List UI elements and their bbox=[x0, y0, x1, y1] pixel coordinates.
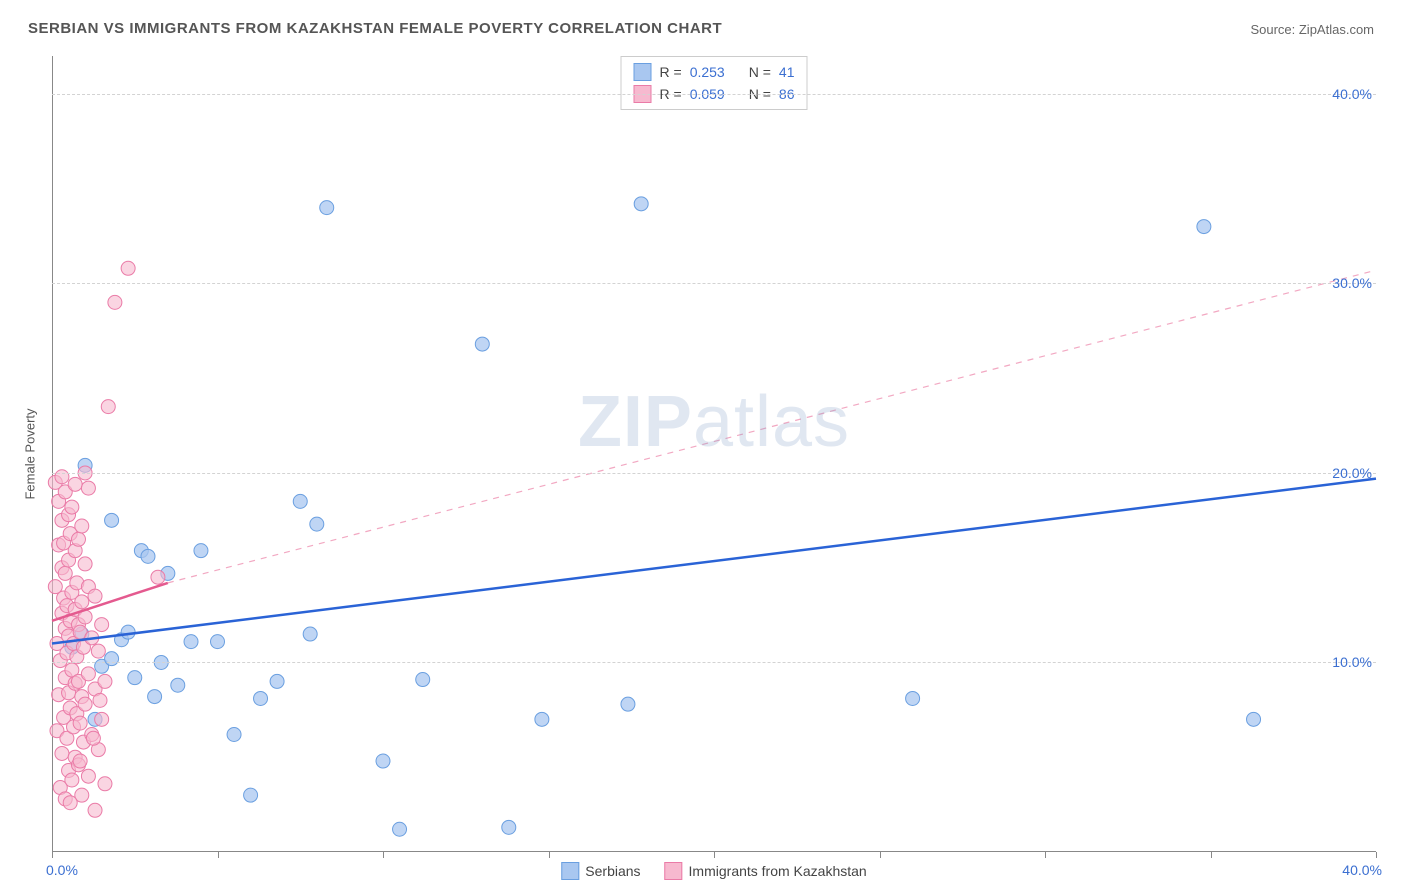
scatter-point bbox=[376, 754, 390, 768]
stat-n-value: 41 bbox=[779, 64, 795, 80]
scatter-point bbox=[535, 712, 549, 726]
x-tick-max: 40.0% bbox=[1342, 862, 1382, 878]
scatter-point bbox=[634, 197, 648, 211]
scatter-point bbox=[81, 481, 95, 495]
scatter-point bbox=[75, 519, 89, 533]
scatter-point bbox=[184, 635, 198, 649]
scatter-point bbox=[393, 822, 407, 836]
y-tick-label: 20.0% bbox=[1332, 465, 1372, 481]
legend-label: Serbians bbox=[585, 863, 640, 879]
scatter-point bbox=[81, 667, 95, 681]
x-tick bbox=[714, 852, 715, 858]
scatter-point bbox=[98, 674, 112, 688]
scatter-point bbox=[121, 625, 135, 639]
stats-row: R = 0.253 N = 41 bbox=[634, 61, 795, 83]
x-tick-min: 0.0% bbox=[46, 862, 78, 878]
trend-line-dashed bbox=[168, 270, 1376, 583]
x-tick bbox=[549, 852, 550, 858]
scatter-point bbox=[73, 754, 87, 768]
scatter-point bbox=[148, 690, 162, 704]
scatter-point bbox=[303, 627, 317, 641]
scatter-point bbox=[141, 549, 155, 563]
legend-swatch bbox=[634, 63, 652, 81]
stat-r-label: R = bbox=[660, 64, 682, 80]
scatter-point bbox=[211, 635, 225, 649]
chart-title: SERBIAN VS IMMIGRANTS FROM KAZAKHSTAN FE… bbox=[28, 20, 722, 37]
scatter-point bbox=[95, 712, 109, 726]
x-tick bbox=[52, 852, 53, 858]
scatter-point bbox=[63, 796, 77, 810]
scatter-point bbox=[270, 674, 284, 688]
x-tick bbox=[1045, 852, 1046, 858]
stat-r-value: 0.253 bbox=[690, 64, 725, 80]
grid-line bbox=[52, 94, 1376, 95]
scatter-point bbox=[73, 716, 87, 730]
scatter-point bbox=[71, 532, 85, 546]
scatter-point bbox=[244, 788, 258, 802]
scatter-point bbox=[95, 618, 109, 632]
scatter-point bbox=[58, 566, 72, 580]
scatter-point bbox=[55, 470, 69, 484]
scatter-point bbox=[105, 652, 119, 666]
scatter-point bbox=[621, 697, 635, 711]
x-tick bbox=[218, 852, 219, 858]
scatter-point bbox=[254, 691, 268, 705]
scatter-point bbox=[906, 691, 920, 705]
scatter-point bbox=[65, 773, 79, 787]
chart-container: ZIPatlas R = 0.253 N = 41 R = 0.059 N = … bbox=[52, 56, 1376, 852]
x-tick bbox=[383, 852, 384, 858]
scatter-point bbox=[227, 727, 241, 741]
scatter-point bbox=[293, 494, 307, 508]
grid-line bbox=[52, 662, 1376, 663]
scatter-point bbox=[98, 777, 112, 791]
scatter-point bbox=[81, 769, 95, 783]
scatter-point bbox=[171, 678, 185, 692]
plot-area: ZIPatlas R = 0.253 N = 41 R = 0.059 N = … bbox=[52, 56, 1376, 852]
grid-line bbox=[52, 283, 1376, 284]
scatter-point bbox=[105, 513, 119, 527]
scatter-point bbox=[320, 201, 334, 215]
stats-legend: R = 0.253 N = 41 R = 0.059 N = 86 bbox=[621, 56, 808, 110]
scatter-point bbox=[1247, 712, 1261, 726]
y-tick-label: 30.0% bbox=[1332, 275, 1372, 291]
bottom-legend: Serbians Immigrants from Kazakhstan bbox=[561, 862, 866, 880]
y-axis-label: Female Poverty bbox=[23, 408, 38, 499]
scatter-point bbox=[93, 693, 107, 707]
x-tick bbox=[1376, 852, 1377, 858]
grid-line bbox=[52, 473, 1376, 474]
scatter-point bbox=[475, 337, 489, 351]
scatter-point bbox=[75, 595, 89, 609]
x-tick bbox=[1211, 852, 1212, 858]
scatter-point bbox=[310, 517, 324, 531]
scatter-point bbox=[88, 589, 102, 603]
scatter-point bbox=[68, 477, 82, 491]
legend-item: Serbians bbox=[561, 862, 640, 880]
scatter-point bbox=[65, 500, 79, 514]
scatter-point bbox=[151, 570, 165, 584]
y-tick-label: 10.0% bbox=[1332, 654, 1372, 670]
legend-swatch bbox=[561, 862, 579, 880]
stat-n-label: N = bbox=[749, 64, 771, 80]
scatter-point bbox=[101, 400, 115, 414]
scatter-point bbox=[416, 673, 430, 687]
scatter-point bbox=[55, 746, 69, 760]
scatter-point bbox=[194, 544, 208, 558]
scatter-point bbox=[1197, 220, 1211, 234]
legend-swatch bbox=[665, 862, 683, 880]
scatter-point bbox=[78, 557, 92, 571]
scatter-point bbox=[108, 295, 122, 309]
scatter-point bbox=[88, 803, 102, 817]
plot-svg bbox=[52, 56, 1376, 852]
source-attribution: Source: ZipAtlas.com bbox=[1250, 22, 1374, 37]
y-tick-label: 40.0% bbox=[1332, 86, 1372, 102]
scatter-point bbox=[86, 731, 100, 745]
scatter-point bbox=[78, 697, 92, 711]
scatter-point bbox=[91, 644, 105, 658]
scatter-point bbox=[128, 671, 142, 685]
scatter-point bbox=[502, 820, 516, 834]
legend-label: Immigrants from Kazakhstan bbox=[689, 863, 867, 879]
scatter-point bbox=[121, 261, 135, 275]
x-tick bbox=[880, 852, 881, 858]
legend-item: Immigrants from Kazakhstan bbox=[665, 862, 867, 880]
